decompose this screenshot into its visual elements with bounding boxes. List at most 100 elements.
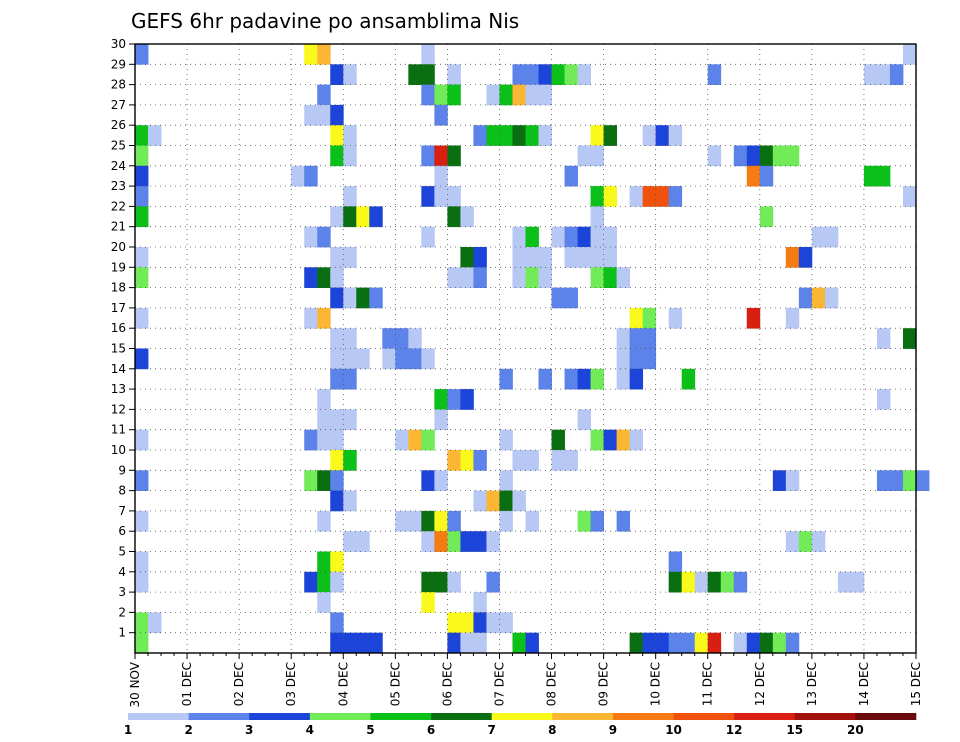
heatmap-cell: [551, 450, 565, 471]
heatmap-cell: [512, 247, 526, 268]
heatmap-cell: [382, 328, 396, 349]
heatmap-cell: [473, 247, 487, 268]
heatmap-cell: [330, 450, 344, 471]
heatmap-cell: [421, 145, 435, 167]
y-axis: 1234567891011121314151617181920212223242…: [111, 37, 135, 640]
heatmap-cell: [304, 307, 318, 329]
legend-label: 15: [786, 723, 803, 737]
heatmap-cell: [603, 125, 618, 146]
heatmap-cell: [447, 84, 461, 106]
heatmap-cell: [343, 450, 357, 471]
heatmap-cell: [447, 267, 461, 288]
heatmap-cell: [343, 287, 357, 309]
heatmap-cell: [551, 287, 565, 309]
heatmap-cell: [642, 125, 657, 146]
heatmap-cell: [434, 389, 448, 410]
heatmap-cell: [525, 632, 539, 654]
y-tick-label: 30: [111, 37, 126, 51]
heatmap-cell: [135, 186, 149, 207]
heatmap-cell: [668, 186, 683, 207]
heatmap-cell: [902, 186, 917, 207]
heatmap-cell: [473, 490, 487, 512]
heatmap-cell: [824, 287, 839, 309]
legend-swatch: [491, 713, 553, 720]
heatmap-cell: [616, 510, 631, 532]
heatmap-cell: [343, 247, 357, 268]
heatmap-cell: [629, 429, 644, 451]
legend-swatch: [855, 713, 917, 720]
heatmap-cell: [759, 632, 774, 654]
heatmap-cell: [590, 247, 604, 268]
heatmap-cell: [785, 470, 800, 491]
heatmap-cell: [317, 226, 331, 248]
heatmap-cell: [447, 186, 461, 207]
heatmap-cell: [356, 287, 370, 309]
heatmap-cell: [590, 510, 604, 532]
x-tick-label: 08 DEC: [545, 662, 559, 706]
x-tick-label: 04 DEC: [336, 662, 350, 706]
y-tick-label: 3: [118, 585, 126, 599]
heatmap-cell: [564, 226, 578, 248]
heatmap-cell: [460, 389, 474, 410]
heatmap-cell: [889, 64, 904, 85]
heatmap-cell: [343, 64, 357, 85]
heatmap-cell: [746, 145, 761, 167]
heatmap-cell: [916, 470, 930, 491]
heatmap-cell: [473, 612, 487, 634]
heatmap-cell: [330, 287, 344, 309]
y-tick-label: 28: [111, 78, 126, 92]
heatmap-cell: [408, 64, 422, 85]
heatmap-cell: [369, 287, 383, 309]
heatmap-cell: [512, 125, 526, 146]
legend-label: 6: [427, 723, 435, 737]
heatmap-cell: [733, 145, 748, 167]
x-tick-label: 14 DEC: [857, 662, 871, 706]
heatmap-cell: [655, 186, 670, 207]
heatmap-cell: [434, 104, 448, 126]
legend-label: 9: [609, 723, 617, 737]
heatmap-cell: [759, 206, 774, 228]
heatmap-cell: [772, 632, 787, 654]
heatmap-cell: [512, 450, 526, 471]
heatmap-cell: [642, 307, 657, 329]
heatmap-cell: [330, 551, 344, 573]
heatmap-cell: [395, 429, 409, 451]
heatmap-cell: [317, 84, 331, 106]
heatmap-cell: [499, 429, 513, 451]
legend-swatch: [309, 713, 371, 720]
heatmap-cell: [538, 247, 552, 268]
x-tick-label: 07 DEC: [492, 662, 506, 706]
y-tick-label: 12: [111, 402, 126, 416]
heatmap-cell: [395, 510, 409, 532]
heatmap-cell: [668, 307, 683, 329]
heatmap-cell: [304, 226, 318, 248]
heatmap-cell: [616, 348, 631, 370]
legend-swatch: [128, 713, 189, 720]
legend-swatch: [673, 713, 735, 720]
heatmap-cell: [395, 348, 409, 370]
heatmap-cell: [408, 510, 422, 532]
heatmap-cell: [902, 470, 917, 491]
heatmap-cell: [694, 571, 709, 593]
heatmap-cell: [499, 125, 513, 146]
heatmap-cell: [512, 226, 526, 248]
y-tick-label: 13: [111, 382, 126, 396]
heatmap-cell: [785, 531, 800, 552]
x-tick-label: 15 DEC: [909, 662, 923, 706]
heatmap-cell: [330, 368, 344, 390]
heatmap-cell: [447, 389, 461, 410]
heatmap-cell: [291, 165, 305, 187]
heatmap-cell: [135, 125, 149, 146]
heatmap-cell: [629, 348, 644, 370]
heatmap-cell: [135, 145, 149, 167]
heatmap-cell: [538, 368, 552, 390]
heatmap-cell: [876, 470, 891, 491]
heatmap-cell: [629, 632, 644, 654]
heatmap-cell: [343, 531, 357, 552]
heatmap-cell: [343, 490, 357, 512]
heatmap-cell: [590, 206, 604, 228]
heatmap-cell: [525, 226, 539, 248]
heatmap-cell: [499, 368, 513, 390]
heatmap-cell: [421, 226, 435, 248]
heatmap-cell: [629, 186, 644, 207]
